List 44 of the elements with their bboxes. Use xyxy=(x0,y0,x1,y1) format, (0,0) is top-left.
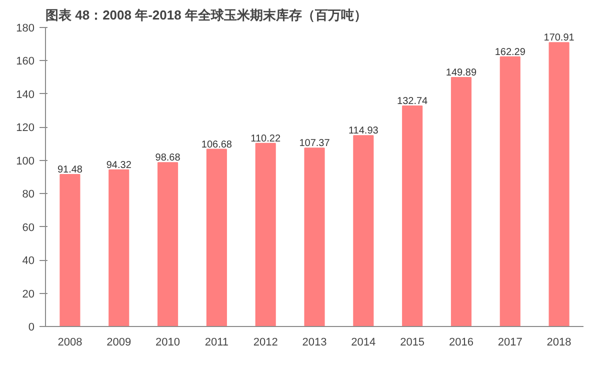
bar xyxy=(548,42,570,326)
x-tick-label: 2012 xyxy=(253,336,278,348)
data-label: 114.93 xyxy=(348,126,379,137)
data-label: 106.68 xyxy=(201,139,232,150)
bar xyxy=(255,142,276,326)
bar xyxy=(402,106,423,326)
bar xyxy=(157,162,178,326)
y-tick-label: 100 xyxy=(16,155,35,168)
data-label: 98.68 xyxy=(155,152,181,164)
y-tick-label: 140 xyxy=(16,88,35,101)
data-label: 149.89 xyxy=(446,68,477,79)
data-label: 162.29 xyxy=(494,46,526,58)
x-tick-label: 2014 xyxy=(351,336,376,348)
x-tick-label: 2013 xyxy=(302,336,327,348)
y-tick-label: 20 xyxy=(22,288,35,300)
x-tick-label: 2008 xyxy=(58,336,82,348)
data-label: 107.37 xyxy=(299,138,330,150)
bar xyxy=(500,56,520,326)
bar xyxy=(450,77,472,326)
x-tick-label: 2017 xyxy=(498,336,522,348)
y-tick-label: 80 xyxy=(22,188,35,201)
data-label: 110.22 xyxy=(250,133,281,144)
bar xyxy=(206,148,227,326)
y-tick-label: 60 xyxy=(22,222,35,234)
x-tick-label: 2018 xyxy=(546,336,572,348)
data-label: 91.48 xyxy=(57,164,83,176)
data-label: 94.32 xyxy=(106,160,132,171)
y-tick-label: 180 xyxy=(16,22,35,34)
bar xyxy=(108,169,130,326)
x-tick-label: 2016 xyxy=(448,336,474,348)
bar xyxy=(60,174,80,326)
chart-title: 图表 48：2008 年-2018 年全球玉米期末库存（百万吨） xyxy=(46,8,367,22)
x-tick-label: 2015 xyxy=(400,336,425,348)
y-tick-label: 120 xyxy=(16,122,35,134)
data-label: 132.74 xyxy=(397,96,428,108)
bar xyxy=(353,135,374,326)
x-tick-label: 2010 xyxy=(156,336,180,348)
x-tick-label: 2011 xyxy=(204,336,229,348)
data-label: 170.91 xyxy=(544,32,575,44)
y-tick-label: 0 xyxy=(28,322,35,334)
y-tick-label: 40 xyxy=(22,255,35,268)
x-tick-label: 2009 xyxy=(106,336,132,348)
bar xyxy=(304,148,325,326)
y-tick-label: 160 xyxy=(16,56,35,68)
